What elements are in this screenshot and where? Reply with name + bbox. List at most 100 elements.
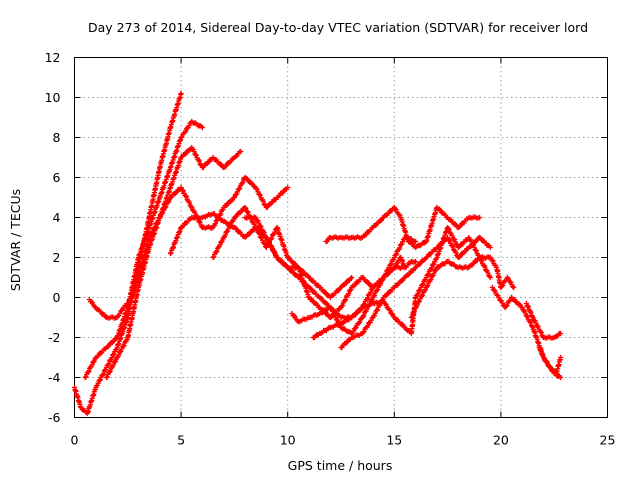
data-point <box>557 374 564 381</box>
trace-markers <box>93 367 109 389</box>
trace-markers <box>157 125 173 170</box>
trace-markers <box>494 267 504 290</box>
trace-markers <box>413 276 429 299</box>
trace-markers <box>424 256 439 278</box>
data-point <box>413 258 419 265</box>
data-point <box>391 264 397 271</box>
y-tick-label: 2 <box>53 250 61 265</box>
series-trace-10 <box>323 204 419 245</box>
trace-markers <box>478 235 492 249</box>
data-point <box>557 330 564 337</box>
data-point <box>238 148 244 155</box>
trace-markers <box>554 357 563 375</box>
trace-markers <box>179 187 194 209</box>
y-tick-label: 12 <box>45 50 61 65</box>
trace-markers <box>339 287 354 309</box>
trace-markers <box>147 215 162 239</box>
trace-markers <box>350 234 364 241</box>
series-trace-3 <box>103 144 244 381</box>
trace-markers <box>499 276 509 289</box>
trace-markers <box>413 286 429 310</box>
data-point <box>413 238 419 245</box>
trace-markers <box>403 260 413 270</box>
trace-markers <box>85 386 98 415</box>
trace-markers <box>221 216 237 240</box>
trace-markers <box>382 266 396 279</box>
trace-markers <box>232 175 247 198</box>
trace-markers <box>381 300 397 319</box>
trace-markers <box>307 311 321 320</box>
trace-markers <box>201 211 215 220</box>
y-tick-label: -2 <box>48 330 60 345</box>
series-trace-16 <box>523 300 564 341</box>
y-tick-label: 8 <box>53 130 61 145</box>
trace-markers <box>168 225 184 256</box>
trace-markers <box>414 240 428 249</box>
chart-title: Day 273 of 2014, Sidereal Day-to-day VTE… <box>88 20 588 35</box>
trace-markers <box>445 225 461 248</box>
trace-markers <box>392 206 403 219</box>
trace-markers <box>467 255 481 269</box>
trace-markers <box>488 257 499 269</box>
trace-markers <box>136 225 152 258</box>
trace-markers <box>105 335 119 350</box>
trace-markers <box>179 120 194 140</box>
trace-markers <box>115 307 126 319</box>
trace-markers <box>146 166 163 219</box>
trace-markers <box>179 216 194 230</box>
trace-markers <box>329 321 343 330</box>
trace-markers <box>456 246 471 260</box>
series-trace-13 <box>487 254 517 291</box>
trace-markers <box>339 276 354 289</box>
trace-markers <box>339 336 354 350</box>
trace-markers <box>328 285 343 299</box>
x-tick-label: 0 <box>71 433 79 448</box>
trace-markers <box>211 211 226 224</box>
trace-markers <box>296 275 311 289</box>
axis-ticks: 0 5 10 15 20 25 -6 -4 -2 0 2 4 6 8 10 12 <box>45 50 616 448</box>
trace-markers <box>398 216 410 240</box>
trace-markers <box>94 346 108 360</box>
y-tick-label: 6 <box>53 170 61 185</box>
trace-markers <box>349 315 365 336</box>
plot-frame <box>74 57 608 418</box>
trace-markers <box>157 195 173 220</box>
trace-markers <box>371 297 386 319</box>
data-point <box>557 354 564 361</box>
data-point <box>349 274 355 281</box>
x-axis-label: GPS time / hours <box>288 458 393 473</box>
data-point <box>178 90 184 97</box>
trace-markers <box>222 156 236 170</box>
trace-markers <box>435 259 449 270</box>
grid-lines <box>74 57 608 418</box>
data-point <box>285 184 291 191</box>
trace-markers <box>505 276 516 290</box>
x-tick-label: 5 <box>177 433 185 448</box>
trace-markers <box>264 236 279 260</box>
series-trace-4 <box>86 174 291 321</box>
data-point <box>511 284 517 291</box>
trace-markers <box>324 235 332 244</box>
trace-markers <box>531 317 546 340</box>
x-tick-label: 25 <box>600 433 616 448</box>
trace-markers <box>290 313 300 324</box>
x-tick-label: 10 <box>280 433 296 448</box>
trace-markers <box>253 225 269 250</box>
data-point <box>487 244 493 251</box>
trace-markers <box>414 256 428 269</box>
trace-markers <box>424 246 439 260</box>
y-tick-label: 0 <box>53 290 61 305</box>
trace-markers <box>147 196 162 229</box>
trace-markers <box>190 120 204 129</box>
trace-markers <box>83 356 98 380</box>
trace-markers <box>456 216 471 230</box>
trace-markers <box>157 166 173 199</box>
trace-markers <box>318 324 332 337</box>
y-axis-label: SDTVAR / TECUs <box>8 189 23 291</box>
trace-markers <box>490 287 501 299</box>
trace-markers <box>403 265 418 279</box>
trace-markers <box>360 286 375 308</box>
trace-markers <box>115 315 130 348</box>
trace-markers <box>104 356 119 380</box>
